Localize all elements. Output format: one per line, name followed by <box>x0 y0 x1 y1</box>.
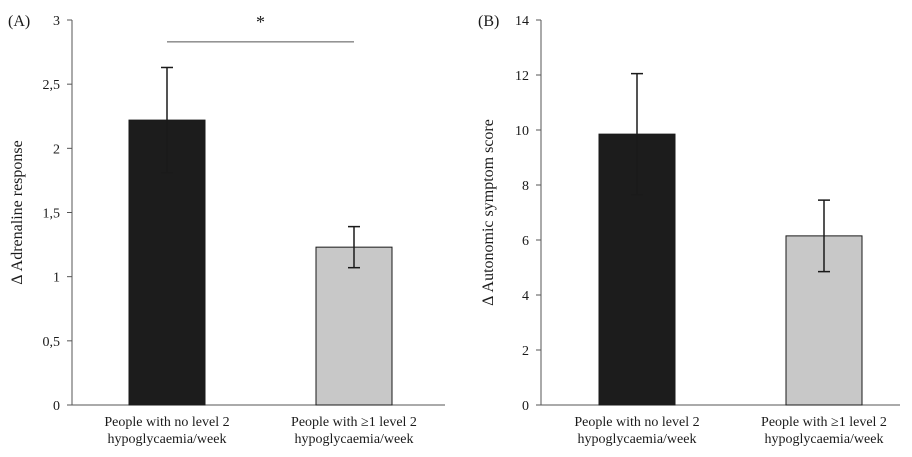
y-tick-label: 2 <box>522 344 529 359</box>
y-tick-label: 14 <box>515 14 529 29</box>
panel-a: (A) 0 0,5 1 1,5 2 2,5 3 Δ Adrenaline response Peo… <box>8 12 445 447</box>
y-tick-label: 12 <box>515 69 529 84</box>
panel-b: (B) 0 2 4 6 8 10 12 14 Δ Autonomic symptom score P… <box>478 13 900 447</box>
y-tick-label: 0 <box>53 399 60 414</box>
significance-marker: * <box>256 12 265 32</box>
category-label: People with no level 2 <box>104 415 229 430</box>
y-tick-label: 1 <box>53 271 60 286</box>
y-tick-label: 0 <box>522 399 529 414</box>
y-tick-label: 4 <box>522 289 529 304</box>
category-label: People with ≥1 level 2 <box>291 415 417 430</box>
y-tick-label: 10 <box>515 124 529 139</box>
bar <box>315 246 393 406</box>
y-tick-label: 6 <box>522 234 529 249</box>
y-axis-title: Δ Adrenaline response <box>9 140 26 284</box>
y-tick-label: 0,5 <box>43 335 61 350</box>
category-label: hypoglycaemia/week <box>578 432 697 447</box>
y-tick-label: 8 <box>522 179 529 194</box>
category-label: People with no level 2 <box>574 415 699 430</box>
category-label: People with ≥1 level 2 <box>761 415 887 430</box>
y-tick-label: 2,5 <box>43 78 61 93</box>
y-tick-label: 3 <box>53 14 60 29</box>
y-tick-label: 1,5 <box>43 207 61 222</box>
category-label: hypoglycaemia/week <box>108 432 227 447</box>
category-label: hypoglycaemia/week <box>295 432 414 447</box>
category-label: hypoglycaemia/week <box>765 432 884 447</box>
panel-label: (B) <box>478 13 499 30</box>
y-axis-title: Δ Autonomic symptom score <box>480 119 497 306</box>
y-tick-label: 2 <box>53 142 60 157</box>
panel-label: (A) <box>8 13 30 30</box>
